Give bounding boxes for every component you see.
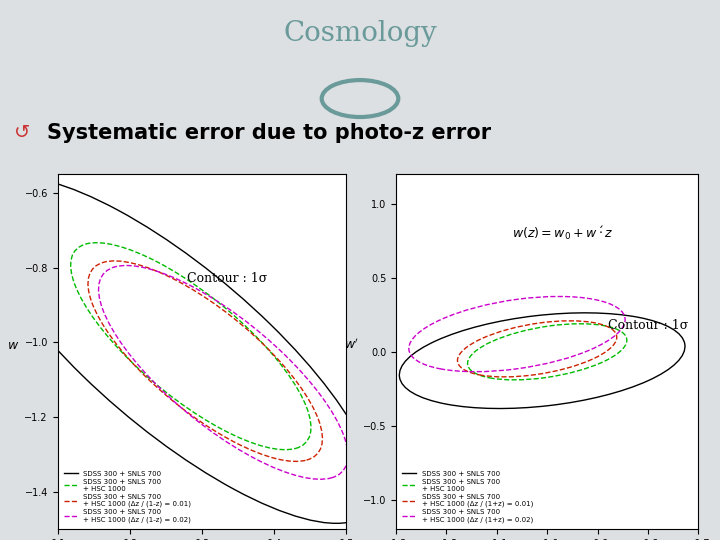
Y-axis label: $w'$: $w'$ xyxy=(344,338,359,352)
Text: Contour : 1σ: Contour : 1σ xyxy=(608,319,688,332)
Legend: SDSS 300 + SNLS 700, SDSS 300 + SNLS 700
+ HSC 1000, SDSS 300 + SNLS 700
+ HSC 1: SDSS 300 + SNLS 700, SDSS 300 + SNLS 700… xyxy=(400,468,536,526)
Legend: SDSS 300 + SNLS 700, SDSS 300 + SNLS 700
+ HSC 1000, SDSS 300 + SNLS 700
+ HSC 1: SDSS 300 + SNLS 700, SDSS 300 + SNLS 700… xyxy=(61,468,194,526)
Text: Contour : 1σ: Contour : 1σ xyxy=(187,273,267,286)
Text: $w(z) = w_0 + w\' \cdot z$: $w(z) = w_0 + w\' \cdot z$ xyxy=(512,225,613,242)
Text: Cosmology: Cosmology xyxy=(283,19,437,46)
Y-axis label: $w$: $w$ xyxy=(7,339,19,352)
Text: ↺: ↺ xyxy=(14,123,31,142)
Text: Systematic error due to photo-z error: Systematic error due to photo-z error xyxy=(47,123,491,143)
